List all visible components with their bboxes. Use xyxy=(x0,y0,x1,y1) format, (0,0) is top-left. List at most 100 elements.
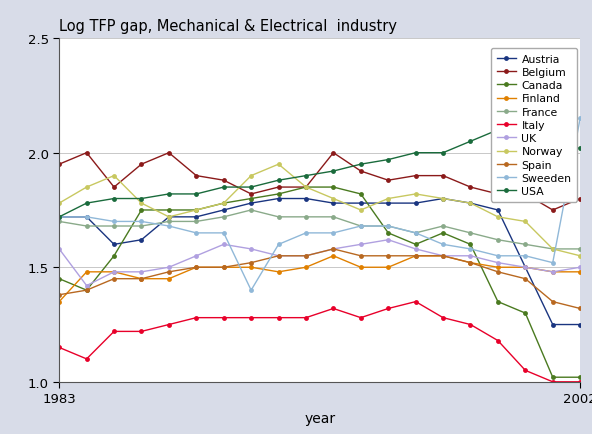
Line: UK: UK xyxy=(57,238,583,288)
Belgium xyxy=(303,185,310,190)
UK xyxy=(330,247,337,252)
USA xyxy=(247,185,255,190)
UK xyxy=(439,253,446,259)
Belgium xyxy=(275,185,282,190)
Austria xyxy=(385,201,392,206)
Line: USA: USA xyxy=(57,124,583,220)
Canada xyxy=(522,311,529,316)
Italy xyxy=(522,368,529,373)
USA xyxy=(138,197,145,202)
France xyxy=(412,231,419,236)
USA xyxy=(111,197,118,202)
Austria xyxy=(303,197,310,202)
Sweeden xyxy=(522,253,529,259)
Austria xyxy=(467,201,474,206)
Belgium xyxy=(56,162,63,168)
Spain xyxy=(357,253,364,259)
Finland xyxy=(56,299,63,305)
Norway xyxy=(56,201,63,206)
Spain xyxy=(467,260,474,266)
Belgium xyxy=(467,185,474,190)
Line: Belgium: Belgium xyxy=(57,151,583,213)
Canada xyxy=(412,242,419,247)
Norway xyxy=(165,215,172,220)
France xyxy=(467,231,474,236)
Canada xyxy=(357,192,364,197)
X-axis label: year: year xyxy=(304,411,335,425)
Finland xyxy=(303,265,310,270)
France xyxy=(193,219,200,224)
Line: France: France xyxy=(57,208,583,252)
Finland xyxy=(275,270,282,275)
Canada xyxy=(83,288,90,293)
Finland xyxy=(522,265,529,270)
France xyxy=(357,224,364,229)
Belgium xyxy=(577,197,584,202)
Canada xyxy=(247,197,255,202)
France xyxy=(56,219,63,224)
UK xyxy=(193,253,200,259)
Spain xyxy=(385,253,392,259)
Norway xyxy=(330,197,337,202)
Finland xyxy=(193,265,200,270)
Sweeden xyxy=(275,242,282,247)
Italy xyxy=(577,379,584,385)
France xyxy=(330,215,337,220)
USA xyxy=(56,215,63,220)
Finland xyxy=(467,260,474,266)
Line: Canada: Canada xyxy=(57,185,583,380)
Austria xyxy=(138,237,145,243)
Line: Austria: Austria xyxy=(57,197,583,327)
Line: Spain: Spain xyxy=(57,247,583,311)
USA xyxy=(357,162,364,168)
Spain xyxy=(193,265,200,270)
France xyxy=(165,219,172,224)
UK xyxy=(522,265,529,270)
USA xyxy=(577,146,584,151)
UK xyxy=(494,260,501,266)
Norway xyxy=(193,208,200,213)
Finland xyxy=(220,265,227,270)
Austria xyxy=(494,208,501,213)
Line: Sweeden: Sweeden xyxy=(57,117,583,293)
USA xyxy=(165,192,172,197)
UK xyxy=(385,237,392,243)
France xyxy=(439,224,446,229)
Norway xyxy=(83,185,90,190)
Norway xyxy=(439,197,446,202)
France xyxy=(138,224,145,229)
Canada xyxy=(467,242,474,247)
France xyxy=(111,224,118,229)
Sweeden xyxy=(220,231,227,236)
USA xyxy=(330,169,337,174)
Norway xyxy=(577,253,584,259)
Spain xyxy=(111,276,118,282)
Sweeden xyxy=(165,224,172,229)
Finland xyxy=(138,276,145,282)
Austria xyxy=(165,215,172,220)
Italy xyxy=(303,316,310,321)
Finland xyxy=(165,276,172,282)
Canada xyxy=(165,208,172,213)
Sweeden xyxy=(494,253,501,259)
Spain xyxy=(83,288,90,293)
France xyxy=(549,247,556,252)
Finland xyxy=(111,270,118,275)
Austria xyxy=(549,322,556,327)
Belgium xyxy=(220,178,227,184)
Italy xyxy=(385,306,392,311)
Sweeden xyxy=(111,219,118,224)
Norway xyxy=(494,215,501,220)
Austria xyxy=(220,208,227,213)
UK xyxy=(83,283,90,289)
Finland xyxy=(247,265,255,270)
Canada xyxy=(138,208,145,213)
France xyxy=(577,247,584,252)
Norway xyxy=(275,162,282,168)
Spain xyxy=(303,253,310,259)
Canada xyxy=(193,208,200,213)
Norway xyxy=(357,208,364,213)
USA xyxy=(412,151,419,156)
Spain xyxy=(330,247,337,252)
Finland xyxy=(549,270,556,275)
